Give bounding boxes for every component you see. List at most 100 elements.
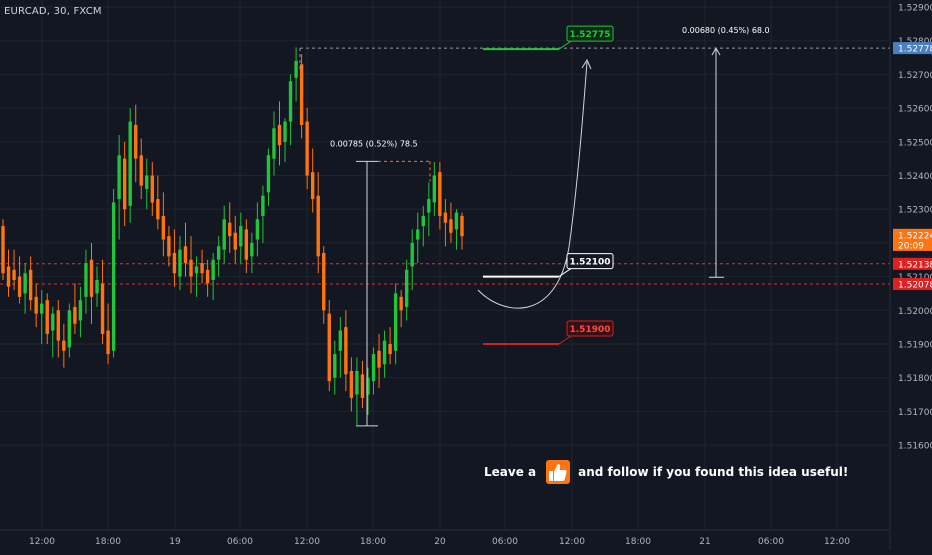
y-axis-tick-label: 1.51800 bbox=[898, 374, 932, 384]
candle-body bbox=[449, 219, 453, 233]
candle-body bbox=[167, 236, 171, 257]
x-axis-tick-label: 12:00 bbox=[824, 537, 850, 547]
candle-body bbox=[310, 172, 315, 200]
forecast-arrow-head bbox=[581, 58, 592, 70]
candle-body bbox=[56, 310, 60, 341]
candle-body bbox=[288, 81, 293, 122]
symbol-title: EURCAD, 30, FXCM bbox=[4, 6, 102, 17]
candle-body bbox=[111, 202, 116, 351]
candle-body bbox=[443, 212, 448, 223]
level-lines-layer bbox=[0, 263, 890, 285]
price-axis-label-box bbox=[893, 228, 932, 241]
candle-body bbox=[222, 219, 226, 250]
candle-body bbox=[322, 253, 326, 311]
y-axis-tick-label: 1.51900 bbox=[898, 341, 932, 351]
price-axis-label: 1.52078 bbox=[898, 281, 932, 291]
candle-body bbox=[28, 269, 33, 301]
candle-body bbox=[316, 195, 320, 257]
candle-body bbox=[294, 60, 298, 78]
candle-body bbox=[277, 124, 282, 146]
level-callout-box bbox=[566, 320, 614, 337]
candle-body bbox=[432, 175, 437, 203]
candle-body bbox=[377, 350, 381, 368]
candle-body bbox=[12, 269, 16, 280]
x-axis-tick-label: 18:00 bbox=[360, 537, 386, 547]
candle-body bbox=[106, 330, 110, 355]
drawings-layer: 0.00785 (0.52%) 78.5 0.00680 (0.45%) 68.0… bbox=[299, 25, 890, 427]
cta-prefix: Leave a bbox=[484, 465, 537, 479]
candle-body bbox=[200, 263, 204, 274]
candle-body bbox=[145, 175, 149, 189]
y-axis-tick-label: 1.52300 bbox=[898, 206, 932, 216]
candle-body bbox=[216, 246, 221, 260]
candle-body bbox=[410, 242, 414, 267]
candle-body bbox=[189, 259, 193, 277]
y-axis-tick-label: 1.52700 bbox=[898, 71, 932, 81]
candle-body bbox=[427, 199, 431, 213]
y-axis-tick-label: 1.52900 bbox=[898, 4, 932, 14]
candle-body bbox=[360, 374, 365, 398]
candle-body bbox=[388, 344, 392, 355]
call-to-action: Leave a and follow if you found this ide… bbox=[484, 459, 848, 485]
x-axis-tick-label: 12:00 bbox=[29, 537, 55, 547]
candle-body bbox=[371, 354, 376, 382]
x-axis-tick-label: 06:00 bbox=[758, 537, 784, 547]
candle-body bbox=[355, 370, 359, 395]
candle-body bbox=[299, 64, 304, 125]
x-axis-tick-label: 18:00 bbox=[95, 537, 121, 547]
y-axis-tick-label: 1.52600 bbox=[898, 105, 932, 115]
measure-label: 0.00680 (0.45%) 68.0 bbox=[682, 26, 770, 35]
candle-body bbox=[393, 293, 398, 351]
x-axis-tick-label: 06:00 bbox=[227, 537, 253, 547]
price-axis-label: 1.52224 bbox=[898, 231, 932, 241]
price-axis-label: 1.52138 bbox=[898, 260, 932, 270]
candle-body bbox=[84, 263, 88, 297]
cta-suffix: and follow if you found this idea useful… bbox=[578, 465, 849, 479]
candle-body bbox=[404, 269, 409, 307]
candle-body bbox=[349, 370, 354, 398]
candle-body bbox=[17, 276, 22, 297]
candle-body bbox=[156, 199, 160, 220]
candle-body bbox=[255, 219, 260, 240]
price-axis-label-box bbox=[893, 42, 932, 55]
candle-body bbox=[139, 155, 143, 186]
candle-body bbox=[266, 155, 271, 193]
candle-body bbox=[40, 303, 44, 314]
level-callout-label: 1.52775 bbox=[570, 30, 611, 40]
candle-body bbox=[438, 172, 442, 216]
level-callout-label: 1.52100 bbox=[570, 258, 611, 268]
y-axis-tick-label: 1.52400 bbox=[898, 172, 932, 182]
candle-body bbox=[45, 300, 49, 334]
level-callout-box bbox=[566, 253, 614, 270]
candle-body bbox=[62, 340, 66, 351]
price-axis-label: 1.52778 bbox=[898, 45, 932, 55]
candle-body bbox=[366, 377, 370, 395]
x-axis-tick-label: 18:00 bbox=[625, 537, 651, 547]
x-axis-tick-label: 12:00 bbox=[294, 537, 320, 547]
price-axis-label-box bbox=[893, 257, 932, 270]
candle-body bbox=[333, 354, 337, 378]
candle-body bbox=[172, 253, 177, 274]
y-axis-tick-label: 1.51700 bbox=[898, 408, 932, 418]
candle-body bbox=[244, 229, 249, 260]
y-axis-tick-label: 1.51600 bbox=[898, 442, 932, 452]
candle-body bbox=[460, 215, 464, 237]
candle-body bbox=[117, 155, 121, 200]
candle-body bbox=[161, 215, 166, 240]
candle-body bbox=[416, 229, 420, 240]
candle-body bbox=[382, 340, 387, 365]
candle-body bbox=[344, 327, 348, 375]
level-callout-box bbox=[566, 25, 614, 42]
candle-body bbox=[150, 175, 155, 203]
candle-body bbox=[183, 246, 188, 264]
candle-body bbox=[250, 242, 254, 257]
candle-body bbox=[233, 232, 237, 250]
candle-body bbox=[261, 195, 265, 216]
candle-body bbox=[239, 226, 243, 247]
price-axis-label-box bbox=[893, 278, 932, 291]
x-axis-tick-label: 20 bbox=[434, 537, 446, 547]
